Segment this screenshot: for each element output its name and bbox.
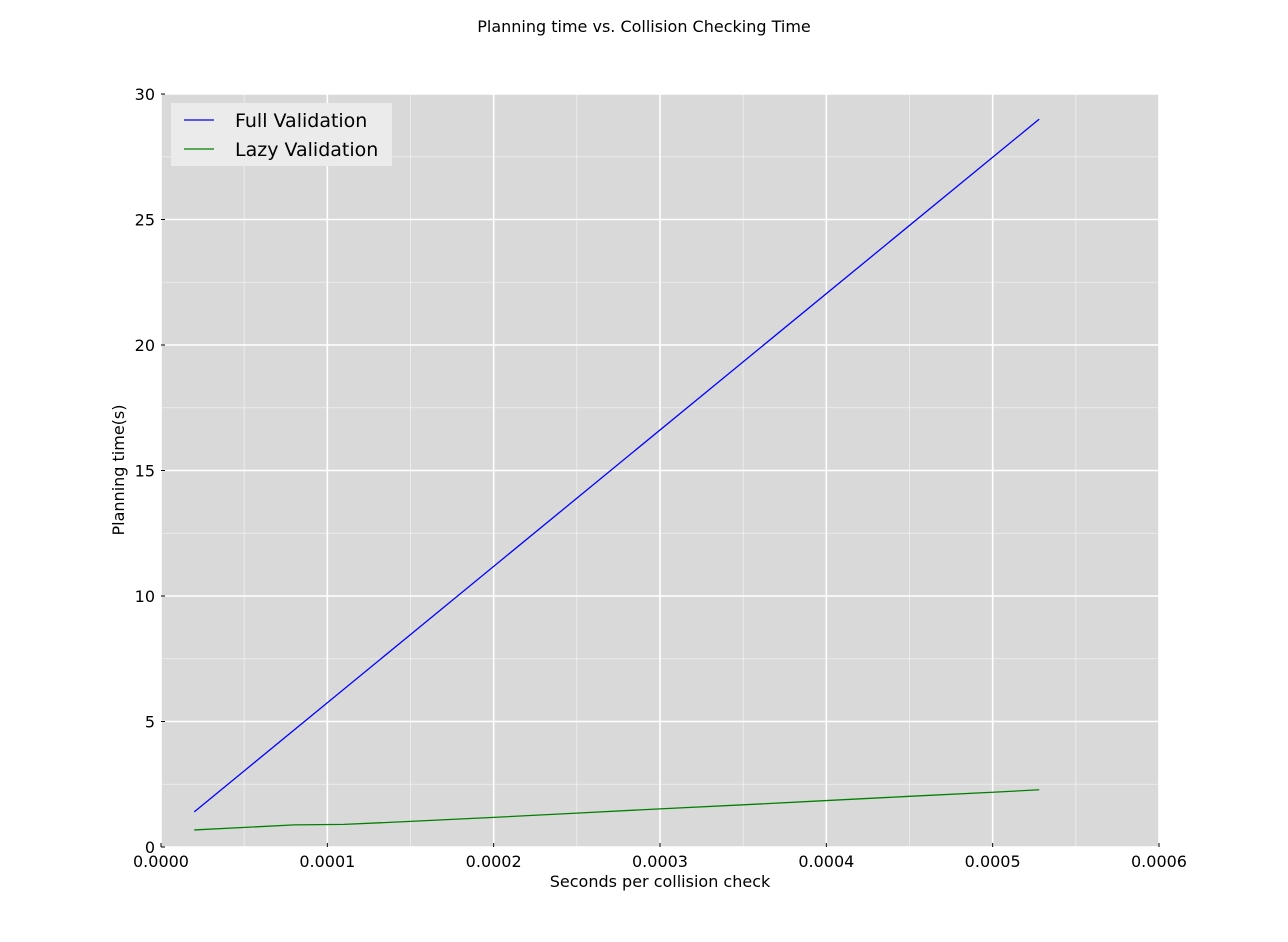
- y-axis-label: Planning time(s): [109, 405, 128, 536]
- y-tick-label: 25: [135, 211, 155, 230]
- x-tick-label: 0.0004: [798, 852, 854, 871]
- x-tick-label: 0.0002: [466, 852, 522, 871]
- x-tick-label: 0.0006: [1131, 852, 1187, 871]
- y-tick-label: 0: [145, 838, 155, 857]
- y-tick-label: 30: [135, 85, 155, 104]
- x-tick-label: 0.0003: [632, 852, 688, 871]
- x-tick-label: 0.0001: [299, 852, 355, 871]
- x-tick-label: 0.0005: [965, 852, 1021, 871]
- y-tick-label: 15: [135, 462, 155, 481]
- x-axis-label: Seconds per collision check: [550, 872, 771, 891]
- y-tick-label: 20: [135, 336, 155, 355]
- legend: Full Validation Lazy Validation: [171, 103, 392, 166]
- legend-box: [171, 103, 392, 166]
- legend-label: Lazy Validation: [235, 139, 378, 161]
- y-tick-label: 10: [135, 587, 155, 606]
- tick-labels: 0.0000 0.0001 0.0002 0.0003 0.0004 0.0005 0.00…: [133, 85, 1187, 871]
- y-tick-label: 5: [145, 713, 155, 732]
- chart-title: Planning time vs. Collision Checking Tim…: [477, 17, 811, 36]
- legend-label: Full Validation: [235, 110, 367, 132]
- series-line-0: [193, 118, 1040, 813]
- x-tick-label: 0.0000: [133, 852, 189, 871]
- series-lines: [193, 118, 1040, 831]
- series-line-1: [194, 789, 1040, 831]
- axes: [160, 93, 1160, 848]
